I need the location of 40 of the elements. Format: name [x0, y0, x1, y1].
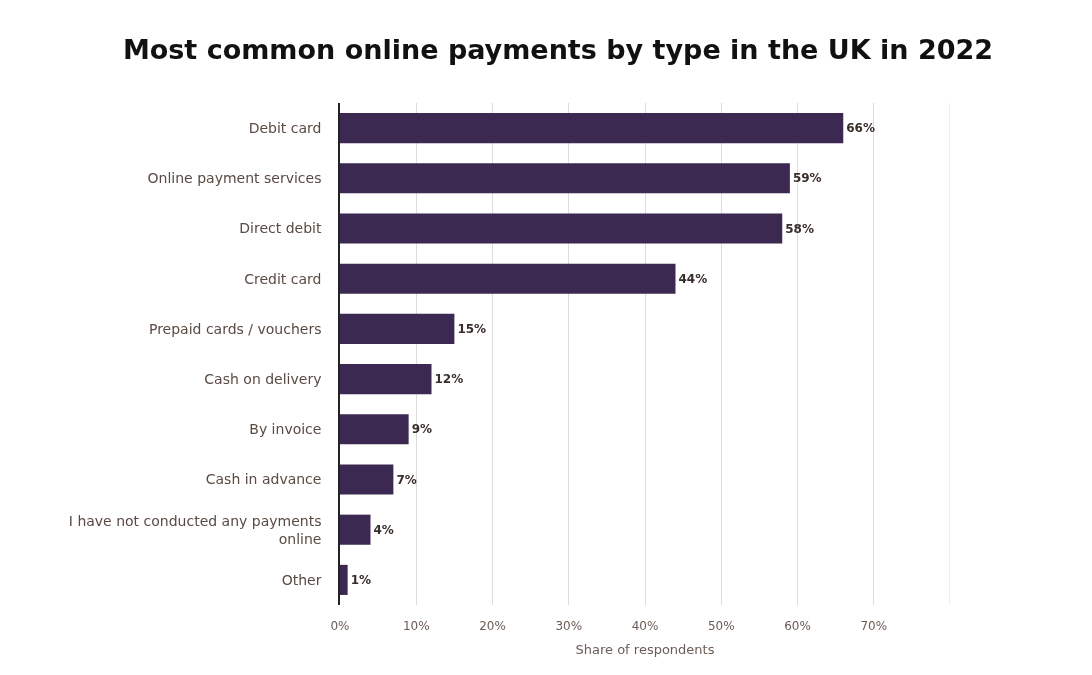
x-tick-label: 40%: [631, 619, 659, 633]
bar: [340, 163, 790, 194]
y-tick-label: Prepaid cards / vouchers: [148, 320, 322, 337]
x-axis-title: Share of respondents: [575, 641, 715, 657]
data-label: 66%: [846, 121, 875, 136]
data-label: 7%: [396, 472, 417, 487]
y-tick-label: I have not conducted any payments online: [68, 512, 322, 547]
x-tick-label: 30%: [555, 619, 583, 633]
bar: [340, 313, 455, 344]
bar: [340, 213, 783, 244]
x-tick-label: 50%: [707, 619, 735, 633]
bar: [340, 113, 844, 144]
x-tick-label: 10%: [402, 619, 430, 633]
y-tick-label: Cash in advance: [205, 471, 322, 488]
chart-title: Most common online payments by type in the UK in 2022: [122, 34, 994, 66]
bar: [340, 514, 371, 545]
data-label: 15%: [457, 321, 487, 336]
data-label: 9%: [411, 422, 433, 437]
bar: [340, 464, 394, 495]
data-label: 1%: [350, 572, 372, 587]
x-tick-label: 20%: [479, 619, 506, 633]
data-label: 4%: [373, 522, 394, 537]
y-tick-label: Online payment services: [147, 170, 322, 187]
y-tick-label: Credit card: [244, 270, 322, 287]
data-label: 12%: [434, 372, 464, 387]
y-tick-label: By invoice: [249, 421, 322, 438]
x-tick-label: 0%: [330, 619, 350, 633]
bar: [340, 364, 432, 395]
y-tick-label: Cash on delivery: [204, 371, 322, 387]
bar: [340, 263, 676, 294]
data-label: 58%: [785, 221, 814, 236]
data-label: 59%: [792, 171, 822, 186]
data-label: 44%: [678, 271, 708, 286]
x-tick-label: 60%: [784, 619, 811, 633]
y-tick-label: Other: [281, 571, 322, 588]
bar: [340, 414, 409, 445]
x-tick-label: 70%: [860, 619, 888, 633]
y-tick-label: Debit card: [248, 120, 322, 136]
bar: [340, 564, 348, 595]
y-tick-label: Direct debit: [239, 220, 322, 237]
